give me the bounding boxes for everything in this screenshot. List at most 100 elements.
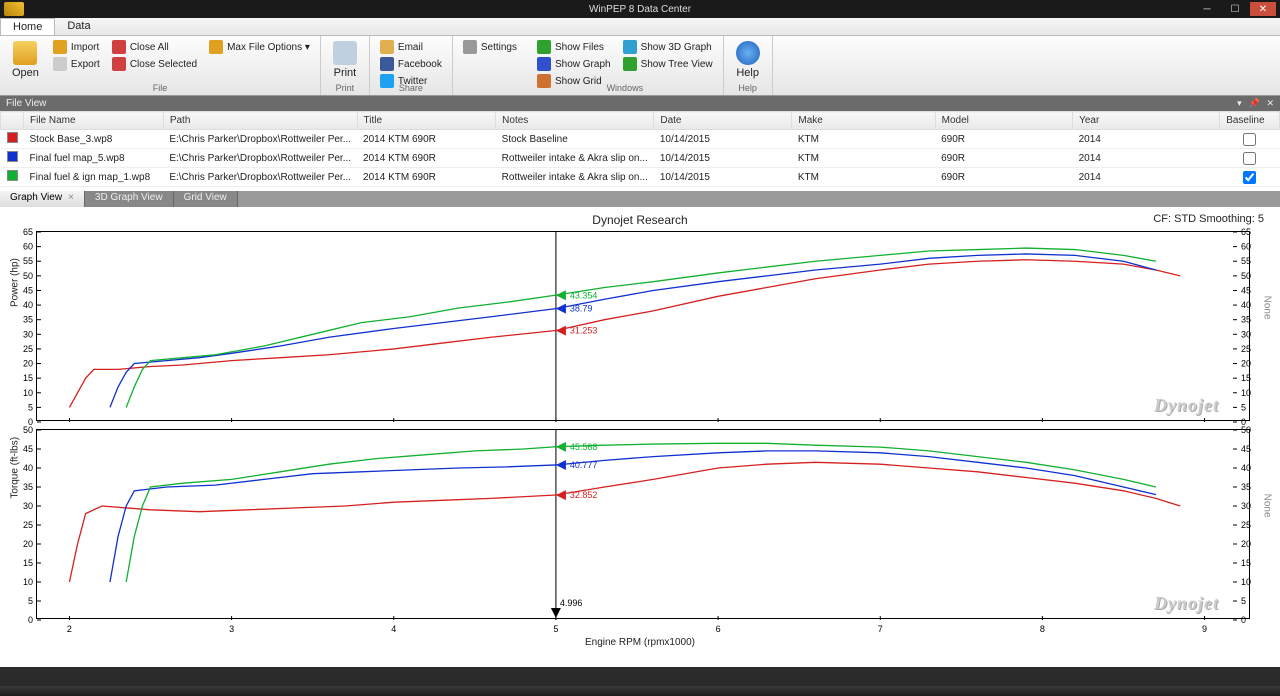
svg-text:50: 50 xyxy=(1241,271,1251,281)
column-header[interactable]: Year xyxy=(1073,112,1220,130)
group-label-settings xyxy=(461,93,519,95)
svg-text:5: 5 xyxy=(1241,402,1246,412)
column-header[interactable]: File Name xyxy=(24,112,164,130)
ribbon-tabs: HomeData xyxy=(0,18,1280,36)
svg-text:5: 5 xyxy=(28,402,33,412)
svg-text:30: 30 xyxy=(1241,501,1251,511)
table-row[interactable]: Stock Base_3.wp8E:\Chris Parker\Dropbox\… xyxy=(1,130,1280,149)
svg-text:45: 45 xyxy=(23,285,33,295)
group-label-windows: Windows xyxy=(535,83,715,95)
graph-tab[interactable]: Graph View× xyxy=(0,191,85,207)
column-header[interactable]: Baseline xyxy=(1220,112,1280,130)
svg-text:40: 40 xyxy=(23,463,33,473)
ribbon-tab-home[interactable]: Home xyxy=(0,18,55,35)
max-file-options-button[interactable]: Max File Options ▾ xyxy=(207,39,312,55)
show-tree-button[interactable]: Show Tree View xyxy=(621,56,715,72)
panel-close-icon[interactable]: ✕ xyxy=(1266,98,1274,108)
open-button[interactable]: Open xyxy=(8,39,43,81)
show-files-button[interactable]: Show Files xyxy=(535,39,613,55)
help-button[interactable]: Help xyxy=(732,39,764,81)
ribbon-tab-data[interactable]: Data xyxy=(55,18,102,35)
facebook-button[interactable]: Facebook xyxy=(378,56,444,72)
show-graph-button[interactable]: Show Graph xyxy=(535,56,613,72)
svg-text:35: 35 xyxy=(1241,482,1251,492)
show-3d-button[interactable]: Show 3D Graph xyxy=(621,39,715,55)
column-header[interactable]: Model xyxy=(935,112,1072,130)
svg-text:45: 45 xyxy=(1241,444,1251,454)
panel-pin-icon[interactable]: 📌 xyxy=(1248,98,1259,108)
file-view-header: File View ▾ 📌 ✕ xyxy=(0,96,1280,111)
svg-text:15: 15 xyxy=(23,558,33,568)
svg-text:10: 10 xyxy=(23,577,33,587)
svg-text:5: 5 xyxy=(28,596,33,606)
column-header[interactable]: Date xyxy=(654,112,792,130)
close-button[interactable]: ✕ xyxy=(1250,2,1276,16)
ribbon-group-help: Help Help xyxy=(724,36,773,95)
group-label-print: Print xyxy=(329,83,361,95)
column-header[interactable]: Path xyxy=(163,112,357,130)
chart-panel[interactable]: Power (hp)None00551010151520202525303035… xyxy=(36,231,1250,421)
minimize-button[interactable]: ─ xyxy=(1194,2,1220,16)
svg-text:60: 60 xyxy=(1241,242,1251,252)
graph-tab[interactable]: 3D Graph View xyxy=(85,191,174,207)
table-row[interactable]: Final fuel map_5.wp8E:\Chris Parker\Drop… xyxy=(1,149,1280,168)
graph-icon xyxy=(537,57,551,71)
folder-icon xyxy=(209,40,223,54)
app-logo-icon xyxy=(4,2,24,16)
email-button[interactable]: Email xyxy=(378,39,444,55)
svg-text:20: 20 xyxy=(1241,359,1251,369)
maximize-button[interactable]: ☐ xyxy=(1222,2,1248,16)
svg-text:25: 25 xyxy=(1241,344,1251,354)
group-label-share: Share xyxy=(378,83,444,95)
watermark: Dynojet xyxy=(1154,593,1219,614)
svg-text:15: 15 xyxy=(1241,373,1251,383)
svg-text:25: 25 xyxy=(1241,520,1251,530)
svg-text:35: 35 xyxy=(23,482,33,492)
graph-tabs: Graph View×3D Graph ViewGrid View xyxy=(0,191,1280,207)
svg-text:0: 0 xyxy=(28,615,33,625)
group-label-file: File xyxy=(8,83,312,95)
gear-icon xyxy=(463,40,477,54)
baseline-checkbox[interactable] xyxy=(1243,171,1256,184)
svg-text:6: 6 xyxy=(716,624,721,634)
column-header[interactable] xyxy=(1,112,24,130)
import-button[interactable]: Import xyxy=(51,39,102,55)
svg-text:50: 50 xyxy=(23,271,33,281)
close-tab-icon[interactable]: × xyxy=(68,192,74,203)
baseline-checkbox[interactable] xyxy=(1243,152,1256,165)
email-icon xyxy=(380,40,394,54)
svg-text:65: 65 xyxy=(1241,227,1251,237)
tree-icon xyxy=(623,57,637,71)
baseline-checkbox[interactable] xyxy=(1243,133,1256,146)
table-row[interactable]: Final fuel & ign map_1.wp8E:\Chris Parke… xyxy=(1,168,1280,187)
settings-button[interactable]: Settings xyxy=(461,39,519,55)
svg-text:50: 50 xyxy=(1241,425,1251,435)
column-header[interactable]: Make xyxy=(792,112,935,130)
ribbon-group-share: Email Facebook Twitter Share xyxy=(370,36,453,95)
svg-text:40: 40 xyxy=(23,300,33,310)
svg-text:4.996: 4.996 xyxy=(560,598,583,608)
close-selected-button[interactable]: Close Selected xyxy=(110,56,199,72)
svg-text:45: 45 xyxy=(23,444,33,454)
svg-text:50: 50 xyxy=(23,425,33,435)
svg-text:60: 60 xyxy=(23,242,33,252)
column-header[interactable]: Notes xyxy=(496,112,654,130)
column-header[interactable]: Title xyxy=(357,112,496,130)
svg-text:55: 55 xyxy=(23,256,33,266)
svg-text:10: 10 xyxy=(1241,388,1251,398)
file-table: File NamePathTitleNotesDateMakeModelYear… xyxy=(0,111,1280,191)
panel-dropdown-icon[interactable]: ▾ xyxy=(1237,98,1242,108)
svg-text:0: 0 xyxy=(1241,615,1246,625)
svg-text:30: 30 xyxy=(1241,329,1251,339)
close-all-button[interactable]: Close All xyxy=(110,39,199,55)
chart-panel[interactable]: Torque (ft-lbs)None005510101515202025253… xyxy=(36,429,1250,619)
svg-text:15: 15 xyxy=(1241,558,1251,568)
close-selected-icon xyxy=(112,57,126,71)
print-button[interactable]: Print xyxy=(329,39,361,81)
svg-text:20: 20 xyxy=(23,539,33,549)
file-view-title: File View xyxy=(6,98,46,109)
graph-tab[interactable]: Grid View xyxy=(174,191,238,207)
svg-text:9: 9 xyxy=(1202,624,1207,634)
series-color-swatch xyxy=(7,170,18,181)
export-button[interactable]: Export xyxy=(51,56,102,72)
